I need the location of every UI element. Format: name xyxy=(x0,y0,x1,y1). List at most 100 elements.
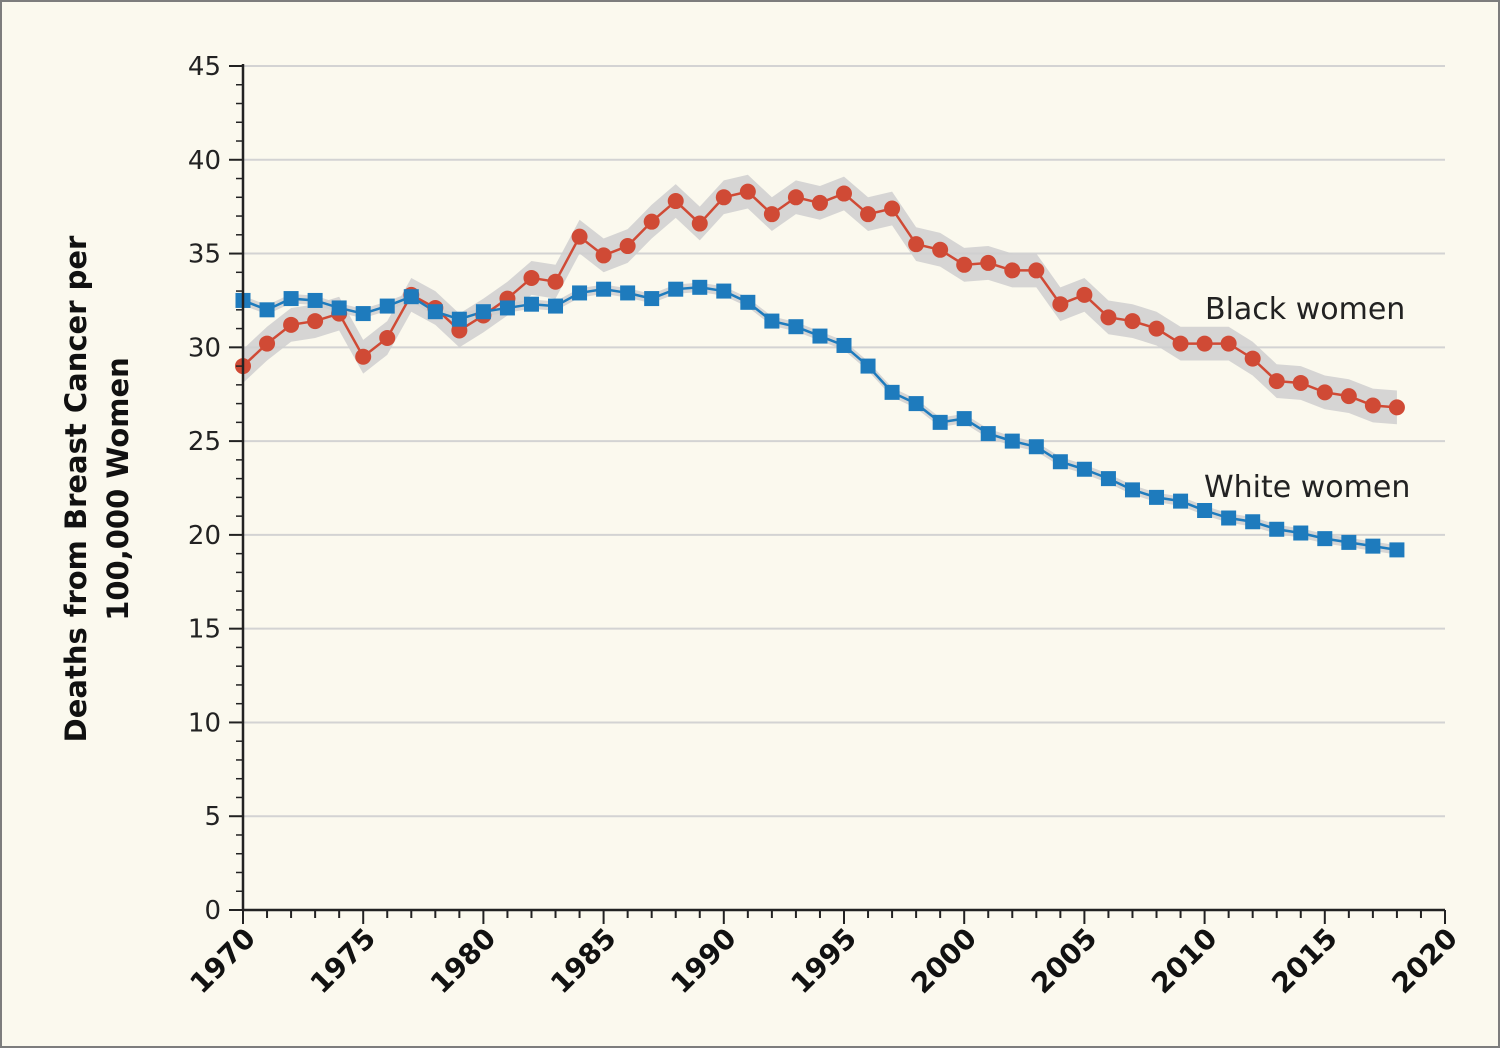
data-point-0-1988 xyxy=(667,193,684,210)
data-point-1-1986 xyxy=(620,285,636,301)
data-point-1-1985 xyxy=(596,281,612,297)
y-tick-label-30: 30 xyxy=(188,333,221,363)
data-point-0-1996 xyxy=(860,206,877,223)
data-point-0-1973 xyxy=(307,313,324,330)
data-point-1-2006 xyxy=(1100,471,1116,487)
data-point-0-1998 xyxy=(908,236,925,253)
data-point-0-2004 xyxy=(1052,296,1069,313)
data-point-1-1993 xyxy=(788,319,804,335)
data-point-0-2016 xyxy=(1340,388,1357,405)
data-point-0-2008 xyxy=(1148,320,1165,337)
data-point-1-1978 xyxy=(427,304,443,320)
data-point-0-1993 xyxy=(787,189,804,206)
x-tick-label-2020: 2020 xyxy=(1386,922,1464,1000)
data-point-0-2015 xyxy=(1316,384,1333,401)
series-label-white-women: White women xyxy=(1204,470,1410,505)
data-point-1-1976 xyxy=(379,298,395,314)
data-point-1-1982 xyxy=(523,296,539,312)
y-tick-label-25: 25 xyxy=(188,427,221,457)
y-axis-label-line-2: 100,000 Women xyxy=(101,357,135,621)
x-tick-label-1985: 1985 xyxy=(544,922,622,1000)
data-point-1-1987 xyxy=(644,291,660,307)
data-point-1-1995 xyxy=(836,337,852,353)
x-tick-label-2015: 2015 xyxy=(1265,922,1343,1000)
y-tick-label-15: 15 xyxy=(188,615,221,645)
data-point-0-1994 xyxy=(811,194,828,211)
data-point-0-1997 xyxy=(884,200,901,217)
x-tick-label-1990: 1990 xyxy=(664,922,742,1000)
data-point-0-2014 xyxy=(1292,374,1309,391)
data-point-0-1983 xyxy=(547,273,564,290)
data-point-0-1984 xyxy=(571,228,588,245)
data-point-0-2001 xyxy=(980,254,997,271)
data-point-1-2017 xyxy=(1365,538,1381,554)
data-point-0-2013 xyxy=(1268,373,1285,390)
data-point-1-2009 xyxy=(1173,493,1189,509)
data-point-1-2002 xyxy=(1004,433,1020,449)
series-markers xyxy=(235,183,1405,558)
data-point-0-2017 xyxy=(1364,397,1381,414)
x-tick-label-2005: 2005 xyxy=(1025,922,1103,1000)
data-point-1-1975 xyxy=(355,306,371,322)
data-point-1-1984 xyxy=(572,285,588,301)
data-point-1-2013 xyxy=(1269,521,1285,537)
data-point-0-1971 xyxy=(259,335,276,352)
axes xyxy=(229,64,1446,924)
data-point-0-1999 xyxy=(932,241,949,258)
y-tick-label-20: 20 xyxy=(188,521,221,551)
x-tick-label-2000: 2000 xyxy=(905,922,983,1000)
data-point-1-1990 xyxy=(716,283,732,299)
data-point-1-1994 xyxy=(812,328,828,344)
data-point-1-2007 xyxy=(1124,482,1140,498)
data-point-0-1989 xyxy=(691,215,708,232)
data-point-1-1979 xyxy=(451,311,467,327)
data-point-1-1988 xyxy=(668,281,684,297)
x-tick-label-1995: 1995 xyxy=(785,922,863,1000)
data-point-0-2002 xyxy=(1004,262,1021,279)
y-tick-label-10: 10 xyxy=(188,708,221,738)
data-point-0-2018 xyxy=(1388,399,1405,416)
data-point-1-1999 xyxy=(932,414,948,430)
data-point-0-2007 xyxy=(1124,313,1141,330)
data-point-1-2012 xyxy=(1245,514,1261,530)
y-tick-label-35: 35 xyxy=(188,240,221,270)
data-point-1-1996 xyxy=(860,358,876,374)
data-point-1-1997 xyxy=(884,384,900,400)
data-point-1-1991 xyxy=(740,294,756,310)
y-tick-label-40: 40 xyxy=(188,146,221,176)
data-point-0-1986 xyxy=(619,238,636,255)
x-tick-label-1980: 1980 xyxy=(424,922,502,1000)
data-point-1-1998 xyxy=(908,396,924,412)
data-point-0-1991 xyxy=(739,183,756,200)
series-label-black-women: Black women xyxy=(1205,292,1405,327)
data-point-0-2006 xyxy=(1100,309,1117,326)
data-point-1-1973 xyxy=(307,292,323,308)
data-point-1-2003 xyxy=(1028,439,1044,455)
data-point-1-2001 xyxy=(980,426,996,442)
x-tick-label-1970: 1970 xyxy=(184,922,262,1000)
y-axis-label: Deaths from Breast Cancer per 100,000 Wom… xyxy=(59,235,135,742)
data-point-0-1995 xyxy=(836,185,852,202)
data-point-0-1976 xyxy=(379,329,396,346)
y-tick-label-5: 5 xyxy=(204,802,221,832)
data-point-1-2015 xyxy=(1317,531,1333,547)
data-point-0-1972 xyxy=(283,316,300,333)
y-tick-label-45: 45 xyxy=(188,52,221,82)
data-point-0-1990 xyxy=(715,189,732,206)
data-point-0-2000 xyxy=(956,256,973,273)
data-point-1-1974 xyxy=(331,300,347,316)
data-point-1-2004 xyxy=(1052,454,1068,470)
data-point-0-2010 xyxy=(1196,335,1213,352)
y-axis-label-line-1: Deaths from Breast Cancer per xyxy=(59,235,93,742)
data-point-1-1981 xyxy=(499,300,515,316)
data-point-0-1992 xyxy=(763,206,780,223)
data-point-1-1977 xyxy=(403,289,419,305)
data-point-1-2016 xyxy=(1341,534,1357,550)
data-point-0-1985 xyxy=(595,247,612,264)
data-point-0-2011 xyxy=(1220,335,1237,352)
data-point-1-2008 xyxy=(1149,489,1165,505)
data-point-0-1975 xyxy=(355,348,372,365)
data-point-1-2011 xyxy=(1221,510,1237,526)
